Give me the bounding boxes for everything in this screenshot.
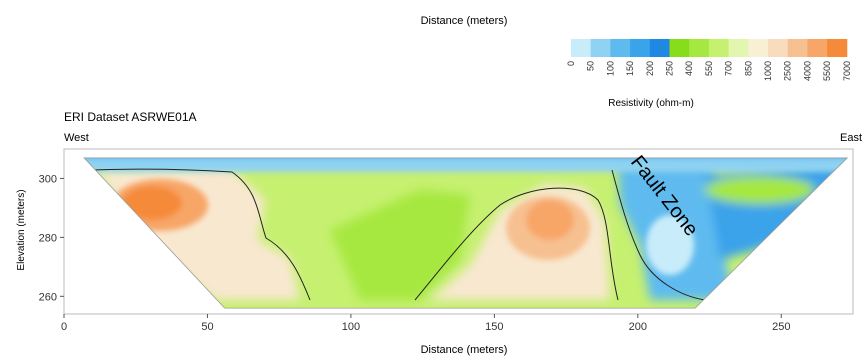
resistivity-section	[84, 157, 848, 309]
contour-fault	[611, 169, 706, 301]
y-tick-label: 300	[39, 173, 57, 185]
colorbar-swatch	[649, 39, 670, 57]
colorbar-tick-label: 700	[724, 61, 734, 76]
colorbar-tick-label: 150	[625, 61, 635, 76]
colorbar-tick-label: 400	[684, 61, 694, 76]
colorbar-tick-label: 2500	[783, 61, 793, 81]
colorbar-tick-label: 4000	[802, 61, 812, 81]
colorbar-swatch	[807, 39, 828, 57]
surface-low-res-band	[84, 157, 848, 172]
fault-core	[646, 215, 694, 275]
x-tick-label: 150	[485, 321, 503, 333]
colorbar-tick-label: 200	[645, 61, 655, 76]
x-tick-label: 200	[629, 321, 647, 333]
section-outline	[83, 157, 849, 309]
west-label: West	[64, 132, 89, 144]
colorbar-swatch	[728, 39, 749, 57]
colorbar-tick-label: 7000	[842, 61, 852, 81]
plot-frame	[63, 148, 854, 315]
contour-center	[414, 187, 619, 301]
colorbar-tick-label: 250	[665, 61, 675, 76]
x-tick-label: 0	[61, 321, 67, 333]
colorbar-swatch	[689, 39, 710, 57]
colorbar-swatch	[748, 39, 769, 57]
hot-spot-center-core	[526, 200, 574, 240]
colorbar-swatch	[630, 39, 651, 57]
hot-spot-west-core	[122, 186, 182, 220]
y-axis: 260 280 300	[39, 173, 64, 303]
low-res-east	[705, 160, 848, 260]
colorbar-swatch	[610, 39, 631, 57]
y-axis-label: Elevation (meters)	[16, 189, 27, 270]
east-label: East	[840, 132, 862, 144]
colorbar-tick-label: 850	[743, 61, 753, 76]
surface-low-res-top	[84, 157, 848, 159]
y-tick-label: 260	[39, 291, 57, 303]
colorbar-swatch	[768, 39, 789, 57]
colorbar-swatch	[708, 39, 730, 57]
x-tick-label: 50	[201, 321, 213, 333]
x-tick-label: 250	[772, 321, 790, 333]
colorbar-swatch	[669, 39, 690, 57]
colorbar-tick-label: 50	[586, 61, 596, 71]
x-tick-label: 100	[342, 321, 360, 333]
top-axis-label: Distance (meters)	[421, 15, 508, 27]
x-axis-label: Distance (meters)	[421, 344, 508, 356]
green-pocket-east	[705, 176, 815, 204]
colorbar-swatch	[571, 39, 592, 57]
colorbar-label: Resistivity (ohm-m)	[608, 98, 694, 109]
chart-title: ERI Dataset ASRWE01A	[64, 110, 197, 124]
colorbar-tick-label: 0	[566, 61, 576, 66]
y-tick-label: 280	[39, 232, 57, 244]
colorbar-tick-label: 1000	[763, 61, 773, 81]
colorbar-tick-label: 550	[704, 61, 714, 76]
colorbar-swatch	[590, 39, 611, 57]
resistivity-colorbar: 0 50 100 150 200 250 400 550 700 850 1000 2500 4000 5…	[566, 39, 852, 81]
contour-west	[91, 168, 311, 301]
x-axis: 0 50 100 150 200 250	[61, 314, 790, 333]
green-valley	[330, 190, 470, 300]
colorbar-tick-label: 100	[605, 61, 615, 76]
colorbar-tick-label: 5500	[822, 61, 832, 81]
colorbar-swatch	[787, 39, 808, 57]
colorbar-swatch	[827, 39, 848, 57]
